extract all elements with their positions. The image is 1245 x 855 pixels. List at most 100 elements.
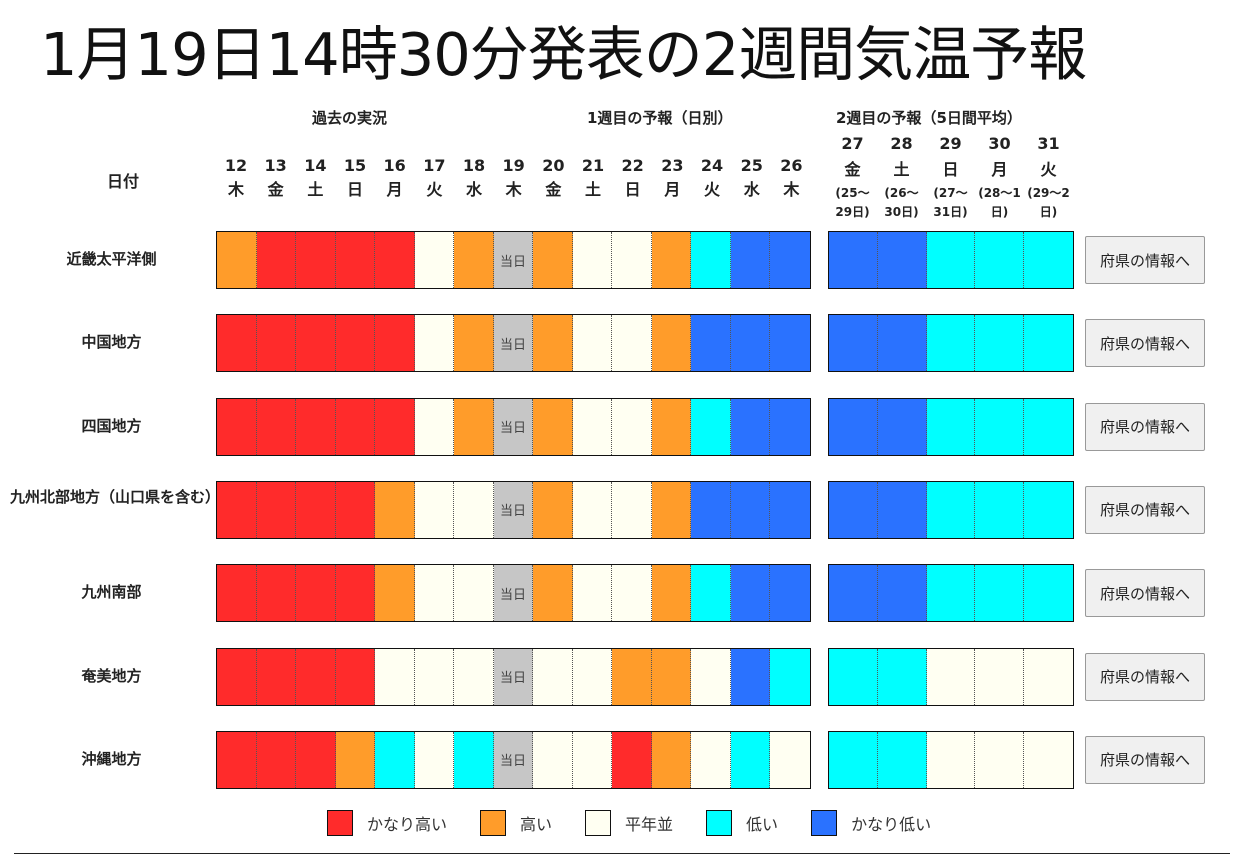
forecast-cell <box>877 481 927 538</box>
legend-label: 低い <box>746 815 779 834</box>
forecast-cell <box>770 481 810 538</box>
forecast-cell <box>256 481 297 538</box>
today-cell: 当日 <box>493 398 534 455</box>
forecast-cell <box>335 481 376 538</box>
daily-forecast-strip: 当日 <box>216 564 811 623</box>
date-day: 28 <box>890 134 913 153</box>
forecast-cell <box>730 731 771 788</box>
prefecture-info-button[interactable]: 府県の情報へ <box>1085 319 1205 368</box>
forecast-cell <box>691 731 731 788</box>
forecast-cell <box>730 315 771 372</box>
forecast-cell <box>770 731 810 788</box>
forecast-cell <box>975 648 1025 705</box>
date-day: 26 <box>780 156 803 175</box>
date-column: 19 木 <box>494 154 534 202</box>
week2-forecast-strip <box>828 314 1074 373</box>
date-day: 24 <box>700 156 724 175</box>
today-cell: 当日 <box>493 481 534 538</box>
date-day: 23 <box>661 156 684 175</box>
prefecture-info-button[interactable]: 府県の情報へ <box>1085 402 1205 451</box>
date-weekday: 水 <box>466 180 483 199</box>
prefecture-info-button[interactable]: 府県の情報へ <box>1085 485 1205 534</box>
forecast-cell <box>375 565 415 622</box>
forecast-cell <box>926 565 976 622</box>
date-day: 31 <box>1037 134 1060 153</box>
forecast-cell <box>375 315 415 372</box>
forecast-cell <box>572 232 613 288</box>
date-column: 23 月 <box>652 154 692 202</box>
legend-item: かなり低い <box>811 810 931 836</box>
page-title: 1月19日14時30分発表の2週間気温予報 <box>40 20 1087 89</box>
forecast-cell <box>414 398 455 455</box>
legend-item: かなり高い <box>327 810 447 836</box>
week2-forecast-strip <box>828 564 1074 623</box>
forecast-cell <box>691 398 731 455</box>
forecast-cell <box>217 398 257 455</box>
date-column: 25 水 <box>732 154 772 202</box>
legend-swatch <box>706 810 733 836</box>
date-weekday: 木 <box>227 180 244 199</box>
forecast-cell <box>730 398 771 455</box>
date-weekday: 月 <box>664 180 681 199</box>
forecast-cell <box>296 648 336 705</box>
legend-swatch <box>585 810 612 836</box>
forecast-cell <box>572 315 613 372</box>
date-day: 25 <box>740 156 763 175</box>
week2-forecast-strip <box>828 397 1074 456</box>
forecast-cell <box>975 398 1025 455</box>
forecast-cell <box>335 648 376 705</box>
date-column: 26 木 <box>771 154 811 202</box>
date-weekday: 火 <box>426 180 443 199</box>
prefecture-info-button[interactable]: 府県の情報へ <box>1085 569 1205 618</box>
daily-forecast-strip: 当日 <box>216 231 811 289</box>
date-range: (27～31日) <box>933 186 968 219</box>
forecast-cell <box>829 648 878 705</box>
date-weekday: 月 <box>386 180 403 199</box>
legend-item: 平年並 <box>585 810 673 836</box>
date-day: 17 <box>423 156 446 175</box>
forecast-cell <box>612 731 652 788</box>
forecast-cell <box>770 648 810 705</box>
date-column: 15 日 <box>335 154 375 202</box>
forecast-cell <box>296 232 336 288</box>
forecast-cell <box>414 315 455 372</box>
date-range: (26～30日) <box>884 186 919 219</box>
forecast-cell <box>533 648 573 705</box>
forecast-cell <box>829 232 878 288</box>
forecast-cell <box>335 565 376 622</box>
region-name: 中国地方 <box>81 333 142 352</box>
date-day: 29 <box>939 134 962 153</box>
forecast-cell <box>414 731 455 788</box>
forecast-cell <box>926 481 976 538</box>
forecast-cell <box>454 731 494 788</box>
forecast-cell <box>335 731 376 788</box>
forecast-cell <box>975 565 1025 622</box>
legend-item: 高い <box>480 810 552 836</box>
date-day: 30 <box>988 134 1011 153</box>
forecast-cell <box>454 481 494 538</box>
forecast-cell <box>1024 481 1073 538</box>
forecast-cell <box>730 565 771 622</box>
date-column: 17 火 <box>414 154 454 202</box>
prefecture-info-button[interactable]: 府県の情報へ <box>1085 236 1205 284</box>
forecast-cell <box>375 481 415 538</box>
bottom-divider <box>14 853 1230 854</box>
prefecture-info-button[interactable]: 府県の情報へ <box>1085 735 1205 784</box>
date-weekday: 日 <box>624 180 641 199</box>
forecast-cell <box>296 398 336 455</box>
date-column: 22 日 <box>613 154 653 202</box>
forecast-cell <box>454 232 494 288</box>
prefecture-info-button[interactable]: 府県の情報へ <box>1085 652 1205 701</box>
forecast-cell <box>1024 731 1073 788</box>
forecast-cell <box>454 315 494 372</box>
forecast-cell <box>533 398 573 455</box>
date-range: (25～29日) <box>835 186 870 219</box>
forecast-cell <box>217 481 257 538</box>
section-header-past: 過去の実況 <box>312 109 388 127</box>
forecast-cell <box>877 565 927 622</box>
week2-date-column: 27 金 (25～29日) <box>828 131 877 222</box>
forecast-cell <box>375 648 415 705</box>
date-day: 12 <box>224 156 248 175</box>
today-cell: 当日 <box>493 565 534 622</box>
forecast-cell <box>877 648 927 705</box>
